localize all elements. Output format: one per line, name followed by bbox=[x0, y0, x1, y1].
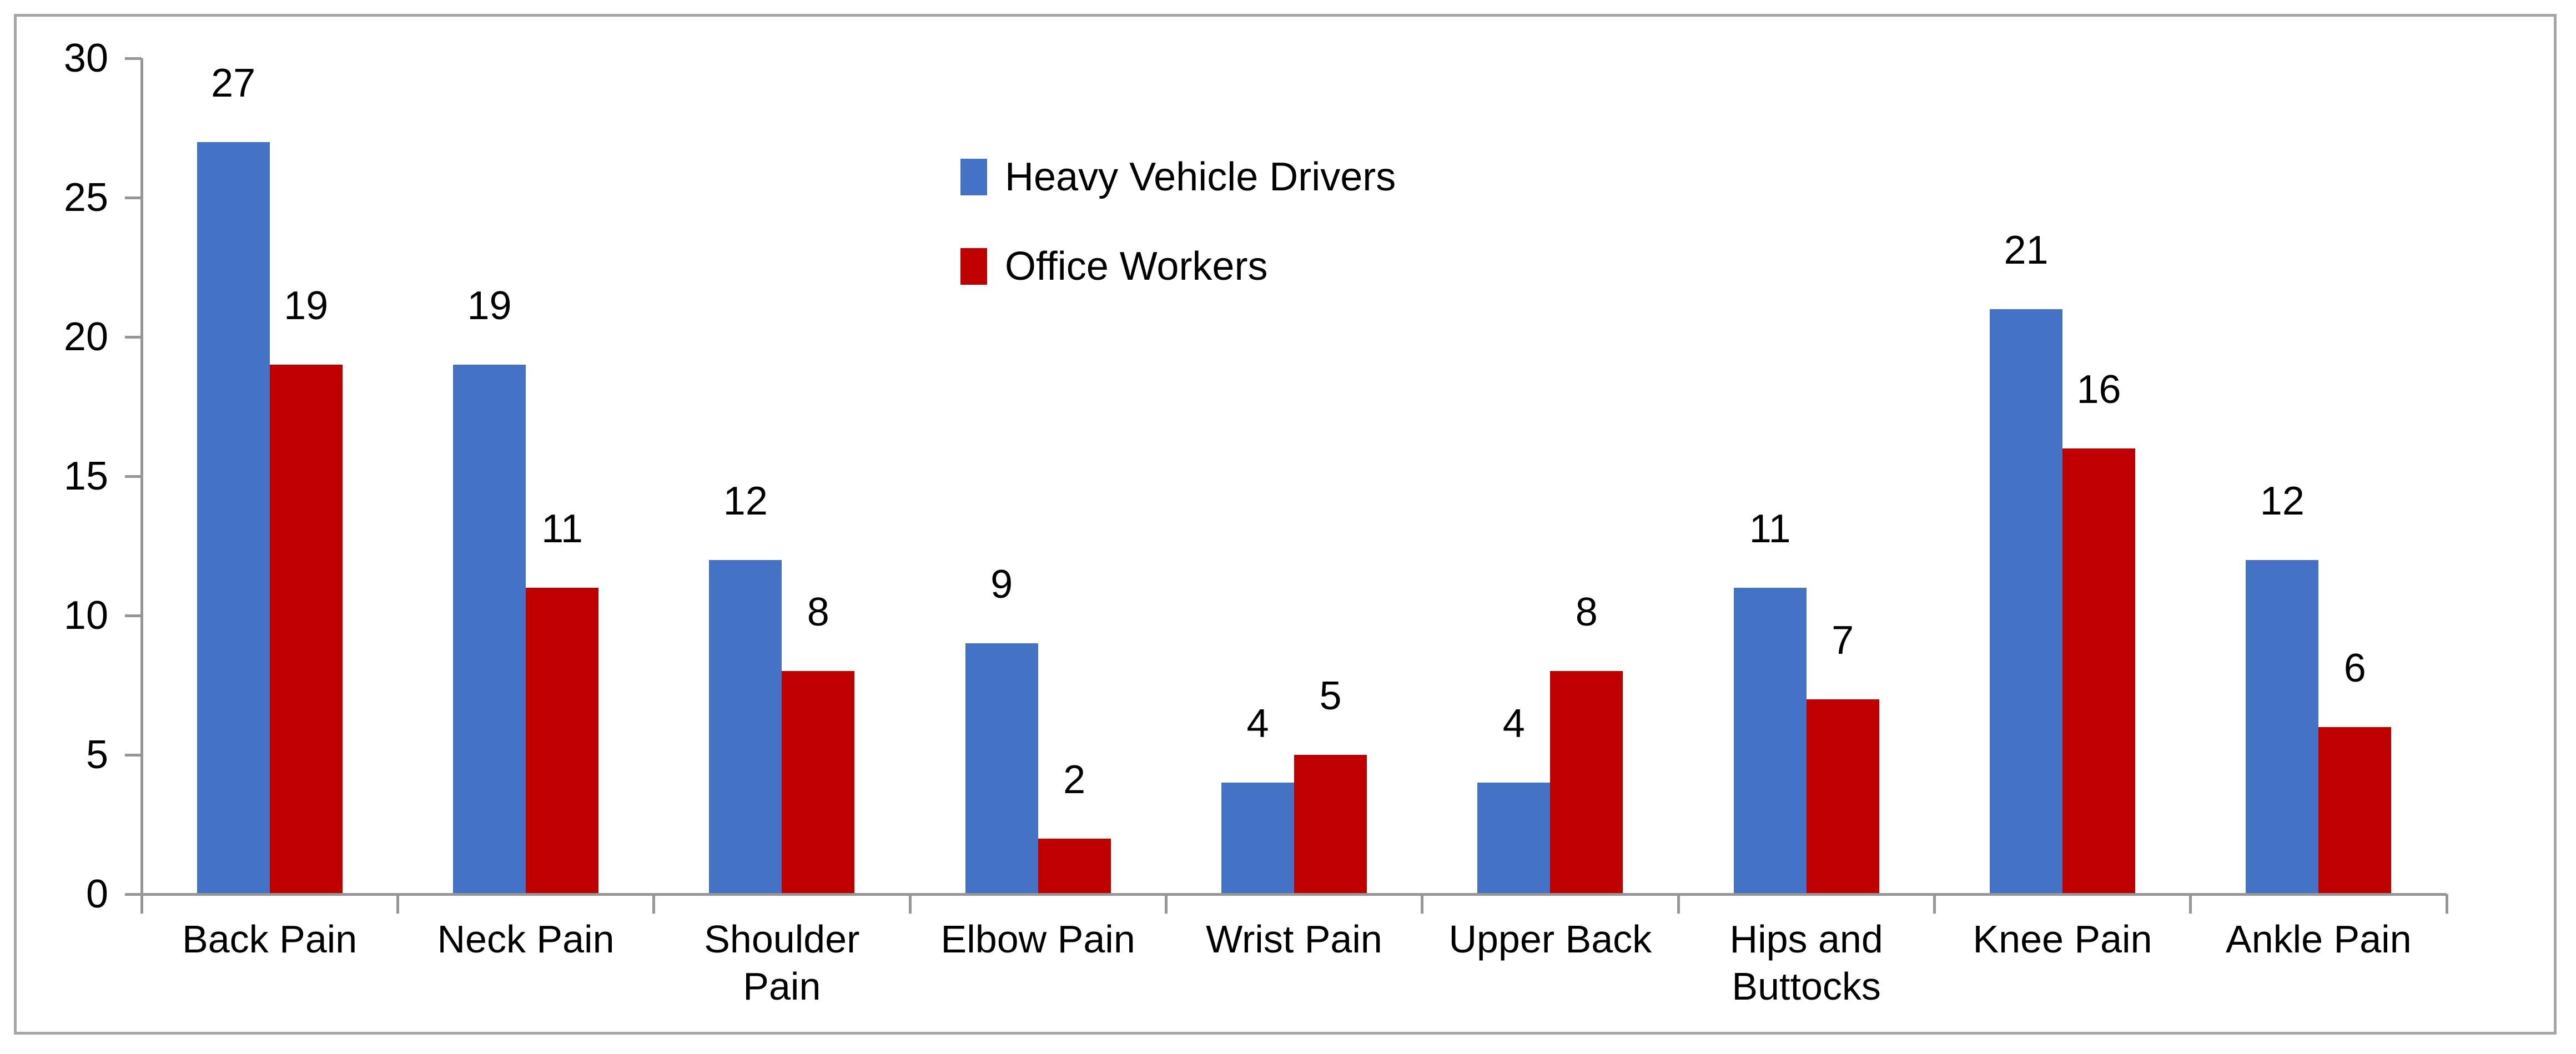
y-tick-label: 30 bbox=[63, 36, 108, 80]
bar-office-workers bbox=[269, 365, 343, 894]
category-label-back-pain: Back Pain bbox=[182, 917, 358, 961]
x-axis-line bbox=[142, 893, 2447, 896]
x-axis-tick bbox=[652, 894, 656, 914]
y-axis-tick bbox=[125, 196, 142, 199]
bar-heavy-vehicle-drivers bbox=[709, 559, 782, 894]
y-tick-label: 25 bbox=[63, 175, 108, 220]
bar-value-label-heavy-vehicle-drivers: 12 bbox=[723, 478, 768, 523]
y-axis-tick bbox=[125, 335, 142, 339]
y-axis-tick bbox=[125, 753, 142, 757]
category-label-knee-pain: Knee Pain bbox=[1973, 917, 2152, 961]
bar-office-workers bbox=[782, 671, 855, 894]
x-axis-tick bbox=[908, 894, 912, 914]
category-label-ankle-pain: Ankle Pain bbox=[2226, 917, 2412, 961]
bar-heavy-vehicle-drivers bbox=[1221, 783, 1294, 894]
bar-value-label-heavy-vehicle-drivers: 4 bbox=[1502, 702, 1525, 747]
bar-office-workers bbox=[2318, 727, 2392, 894]
bar-value-label-office-workers: 19 bbox=[284, 284, 329, 329]
bar-office-workers bbox=[1550, 671, 1623, 894]
x-axis-tick bbox=[1933, 894, 1936, 914]
bar-value-label-heavy-vehicle-drivers: 21 bbox=[2004, 228, 2049, 273]
bar-office-workers bbox=[1806, 699, 1879, 894]
bar-office-workers bbox=[1294, 755, 1367, 894]
bar-value-label-heavy-vehicle-drivers: 19 bbox=[467, 284, 512, 329]
x-axis-tick bbox=[2189, 894, 2192, 914]
bar-value-label-office-workers: 8 bbox=[1575, 590, 1598, 635]
y-axis-tick bbox=[125, 614, 142, 617]
x-axis-tick bbox=[1677, 894, 1680, 914]
x-axis-tick bbox=[2445, 894, 2448, 914]
bar-value-label-office-workers: 6 bbox=[2343, 645, 2366, 690]
bar-value-label-office-workers: 5 bbox=[1319, 674, 1342, 718]
y-tick-label: 15 bbox=[63, 454, 108, 498]
legend-label: Office Workers bbox=[1005, 244, 1268, 289]
bar-heavy-vehicle-drivers bbox=[1477, 783, 1551, 894]
category-label-upper-back: Upper Back bbox=[1448, 917, 1652, 961]
y-tick-label: 20 bbox=[63, 315, 108, 359]
category-label-neck-pain: Neck Pain bbox=[437, 917, 615, 961]
x-axis-tick bbox=[1164, 894, 1168, 914]
bar-heavy-vehicle-drivers bbox=[453, 365, 526, 894]
bar-value-label-office-workers: 16 bbox=[2076, 367, 2121, 412]
y-axis-line bbox=[140, 58, 143, 896]
y-axis-tick bbox=[125, 57, 142, 60]
bar-heavy-vehicle-drivers bbox=[2246, 559, 2319, 894]
x-axis-tick bbox=[396, 894, 399, 914]
bar-office-workers bbox=[2062, 448, 2135, 894]
bar-value-label-office-workers: 8 bbox=[807, 590, 829, 635]
category-label-wrist-pain: Wrist Pain bbox=[1206, 917, 1382, 961]
y-tick-label: 10 bbox=[63, 593, 108, 638]
legend-label: Heavy Vehicle Drivers bbox=[1005, 155, 1396, 199]
category-label-elbow-pain: Elbow Pain bbox=[940, 917, 1135, 961]
bar-value-label-heavy-vehicle-drivers: 4 bbox=[1246, 702, 1269, 747]
bar-heavy-vehicle-drivers bbox=[197, 142, 270, 894]
bar-value-label-office-workers: 2 bbox=[1063, 757, 1086, 802]
bar-value-label-heavy-vehicle-drivers: 27 bbox=[211, 60, 256, 105]
bar-office-workers bbox=[1038, 838, 1111, 894]
bar-value-label-office-workers: 11 bbox=[541, 506, 583, 551]
category-label-shoulder-pain: Shoulder Pain bbox=[704, 917, 860, 1008]
legend: Heavy Vehicle Drivers Office Workers bbox=[960, 153, 1396, 331]
legend-swatch-icon bbox=[960, 248, 987, 285]
legend-item-office-workers: Office Workers bbox=[960, 242, 1396, 291]
bar-office-workers bbox=[526, 587, 598, 894]
y-axis-tick bbox=[125, 892, 142, 896]
x-axis-tick bbox=[140, 894, 143, 914]
x-axis-tick bbox=[1421, 894, 1424, 914]
bar-value-label-heavy-vehicle-drivers: 11 bbox=[1749, 506, 1791, 551]
bar-value-label-office-workers: 7 bbox=[1832, 618, 1854, 663]
legend-item-heavy-vehicle-drivers: Heavy Vehicle Drivers bbox=[960, 153, 1396, 201]
y-tick-label: 5 bbox=[85, 733, 108, 777]
bar-heavy-vehicle-drivers bbox=[965, 643, 1038, 894]
legend-swatch-icon bbox=[960, 159, 987, 195]
y-tick-label: 0 bbox=[85, 872, 108, 916]
y-axis-tick bbox=[125, 475, 142, 478]
bar-value-label-heavy-vehicle-drivers: 9 bbox=[990, 562, 1013, 607]
bar-heavy-vehicle-drivers bbox=[1990, 309, 2062, 894]
category-label-hips-and-buttocks: Hips and Buttocks bbox=[1729, 917, 1883, 1008]
bar-heavy-vehicle-drivers bbox=[1733, 587, 1807, 894]
bar-value-label-heavy-vehicle-drivers: 12 bbox=[2260, 478, 2305, 523]
